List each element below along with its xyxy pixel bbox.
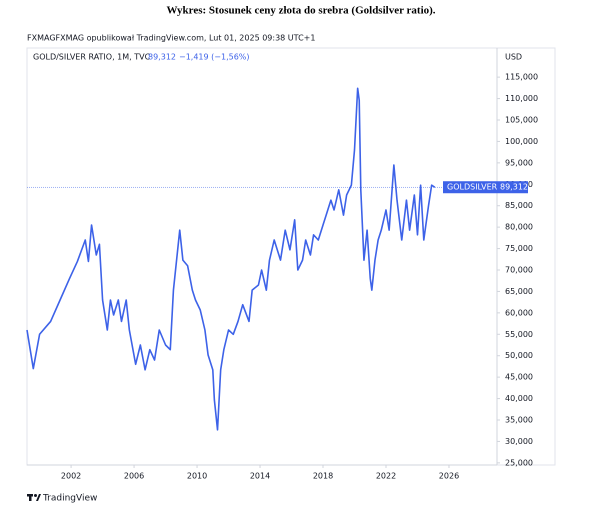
y-tick-label: 65,000 — [505, 287, 533, 296]
y-tick-label: 60,000 — [505, 308, 533, 317]
y-tick-label: 25,000 — [505, 458, 533, 467]
currency: USD — [505, 53, 522, 62]
brand-logo — [27, 494, 41, 501]
y-tick-label: 50,000 — [505, 351, 533, 360]
x-tick-label: 2026 — [439, 472, 459, 481]
chart-subtitle: FXMAGFXMAG opublikował TradingView.com, … — [27, 34, 315, 43]
y-tick-label: 115,000 — [505, 73, 538, 82]
y-tick-label: 40,000 — [505, 394, 533, 403]
y-tick-label: 80,000 — [505, 223, 533, 232]
x-tick-label: 2010 — [187, 472, 207, 481]
plot-frame — [26, 47, 556, 466]
y-tick-label: 75,000 — [505, 244, 533, 253]
y-tick-label: 95,000 — [505, 158, 533, 167]
brand-name: TradingView — [42, 494, 97, 504]
price-label-name: GOLDSILVER — [447, 183, 498, 192]
y-tick-label: 35,000 — [505, 416, 533, 425]
legend-change: −1,419 (−1,56%) — [179, 53, 250, 62]
price-line — [26, 87, 436, 431]
x-tick-label: 2022 — [376, 472, 396, 481]
y-tick-label: 85,000 — [505, 201, 533, 210]
y-tick-label: 70,000 — [505, 266, 533, 275]
chart-title: Wykres: Stosunek ceny złota do srebra (G… — [166, 5, 435, 17]
price-label-value: 89,312 — [500, 183, 528, 192]
y-tick-label: 100,000 — [505, 137, 538, 146]
x-tick-label: 2006 — [124, 472, 144, 481]
legend-value: 89,312 — [148, 53, 176, 62]
y-tick-label: 105,000 — [505, 116, 538, 125]
y-tick-label: 110,000 — [505, 94, 538, 103]
y-tick-label: 30,000 — [505, 437, 533, 446]
y-tick-label: 55,000 — [505, 330, 533, 339]
x-tick-label: 2014 — [250, 472, 270, 481]
price-label-box — [443, 181, 528, 194]
x-tick-label: 2002 — [61, 472, 81, 481]
x-tick-label: 2018 — [313, 472, 333, 481]
y-tick-label: 45,000 — [505, 373, 533, 382]
legend-text: GOLD/SILVER RATIO, 1M, TVC — [33, 53, 151, 62]
